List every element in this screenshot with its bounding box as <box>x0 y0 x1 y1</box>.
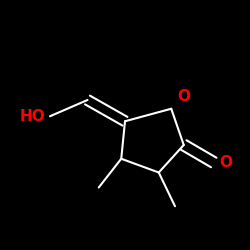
Text: O: O <box>219 155 232 170</box>
Text: HO: HO <box>19 109 45 124</box>
Text: O: O <box>178 89 190 104</box>
